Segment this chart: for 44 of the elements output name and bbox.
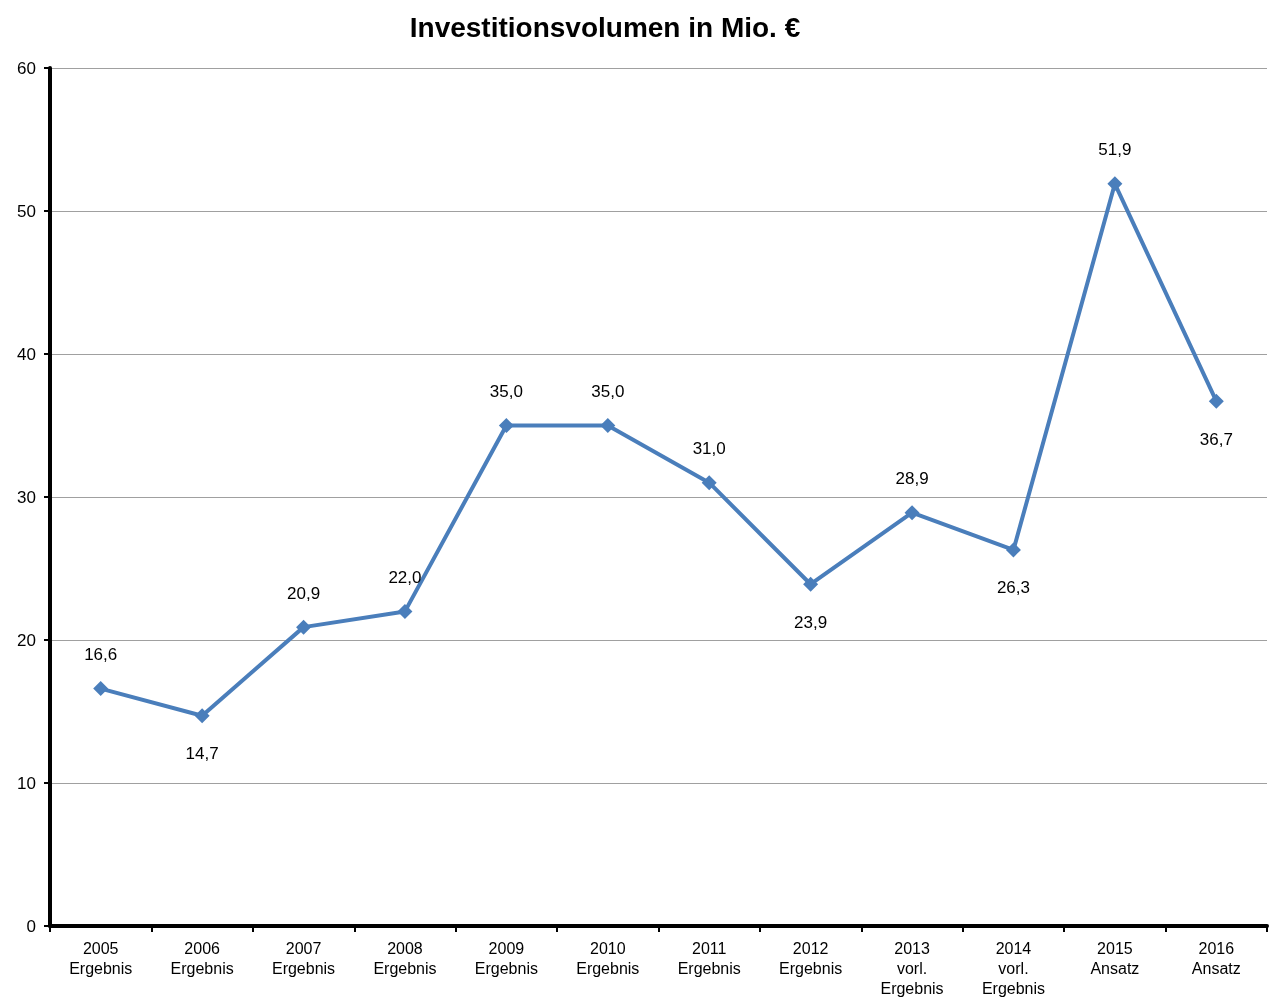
point [904, 505, 920, 521]
data-label: 35,0 [489, 382, 523, 401]
data-label: 20,9 [286, 583, 321, 603]
y-tick-label: 30 [17, 487, 36, 507]
x-tick-label: 2016 Ansatz [1191, 939, 1241, 977]
y-tick-label: 40 [17, 344, 36, 364]
data-label: 36,7 [1199, 429, 1233, 449]
point [701, 475, 717, 491]
data-label: 26,3 [996, 578, 1031, 598]
data-label: 28,9 [895, 469, 929, 489]
data-label: 23,9 [794, 612, 828, 632]
x-tick-label: 2011 Ergebnis [677, 939, 741, 977]
data-label: 16,6 [84, 645, 118, 665]
point [1107, 176, 1123, 192]
x-tick-label: 2013 vorl. Ergebnis [880, 939, 944, 997]
data-label: 35,0 [591, 382, 625, 401]
data-label: 14,7 [185, 744, 219, 764]
y-tick-label: 10 [17, 773, 36, 793]
point [498, 418, 514, 433]
x-tick-label: 2005 Ergebnis [69, 939, 133, 977]
data-label: 51,9 [1098, 140, 1132, 160]
x-tick-label: 2014 vorl. Ergebnis [981, 939, 1046, 997]
x-tick-label: 2007 Ergebnis [271, 939, 336, 977]
x-tick-label: 2012 Ergebnis [779, 939, 843, 977]
point [93, 681, 109, 697]
point [803, 576, 819, 592]
x-tick-label: 2008 Ergebnis [373, 939, 437, 977]
x-tick-label: 2006 Ergebnis [170, 939, 234, 977]
point [296, 619, 312, 635]
x-tick-label: 2010 Ergebnis [576, 939, 640, 977]
y-tick-label: 0 [26, 916, 36, 936]
point [1208, 393, 1224, 409]
x-tick-label: 2009 Ergebnis [474, 939, 538, 977]
point [1005, 542, 1021, 558]
point [600, 418, 616, 433]
point [194, 708, 210, 724]
data-label: 31,0 [692, 439, 726, 459]
chart-title: Investitionsvolumen in Mio. € [409, 11, 801, 43]
y-tick-label: 60 [17, 58, 36, 78]
y-tick-label: 50 [17, 201, 36, 221]
x-tick-label: 2015 Ansatz [1090, 939, 1140, 977]
data-label: 22,0 [388, 567, 422, 587]
point [397, 603, 413, 619]
y-tick-label: 20 [17, 630, 36, 650]
